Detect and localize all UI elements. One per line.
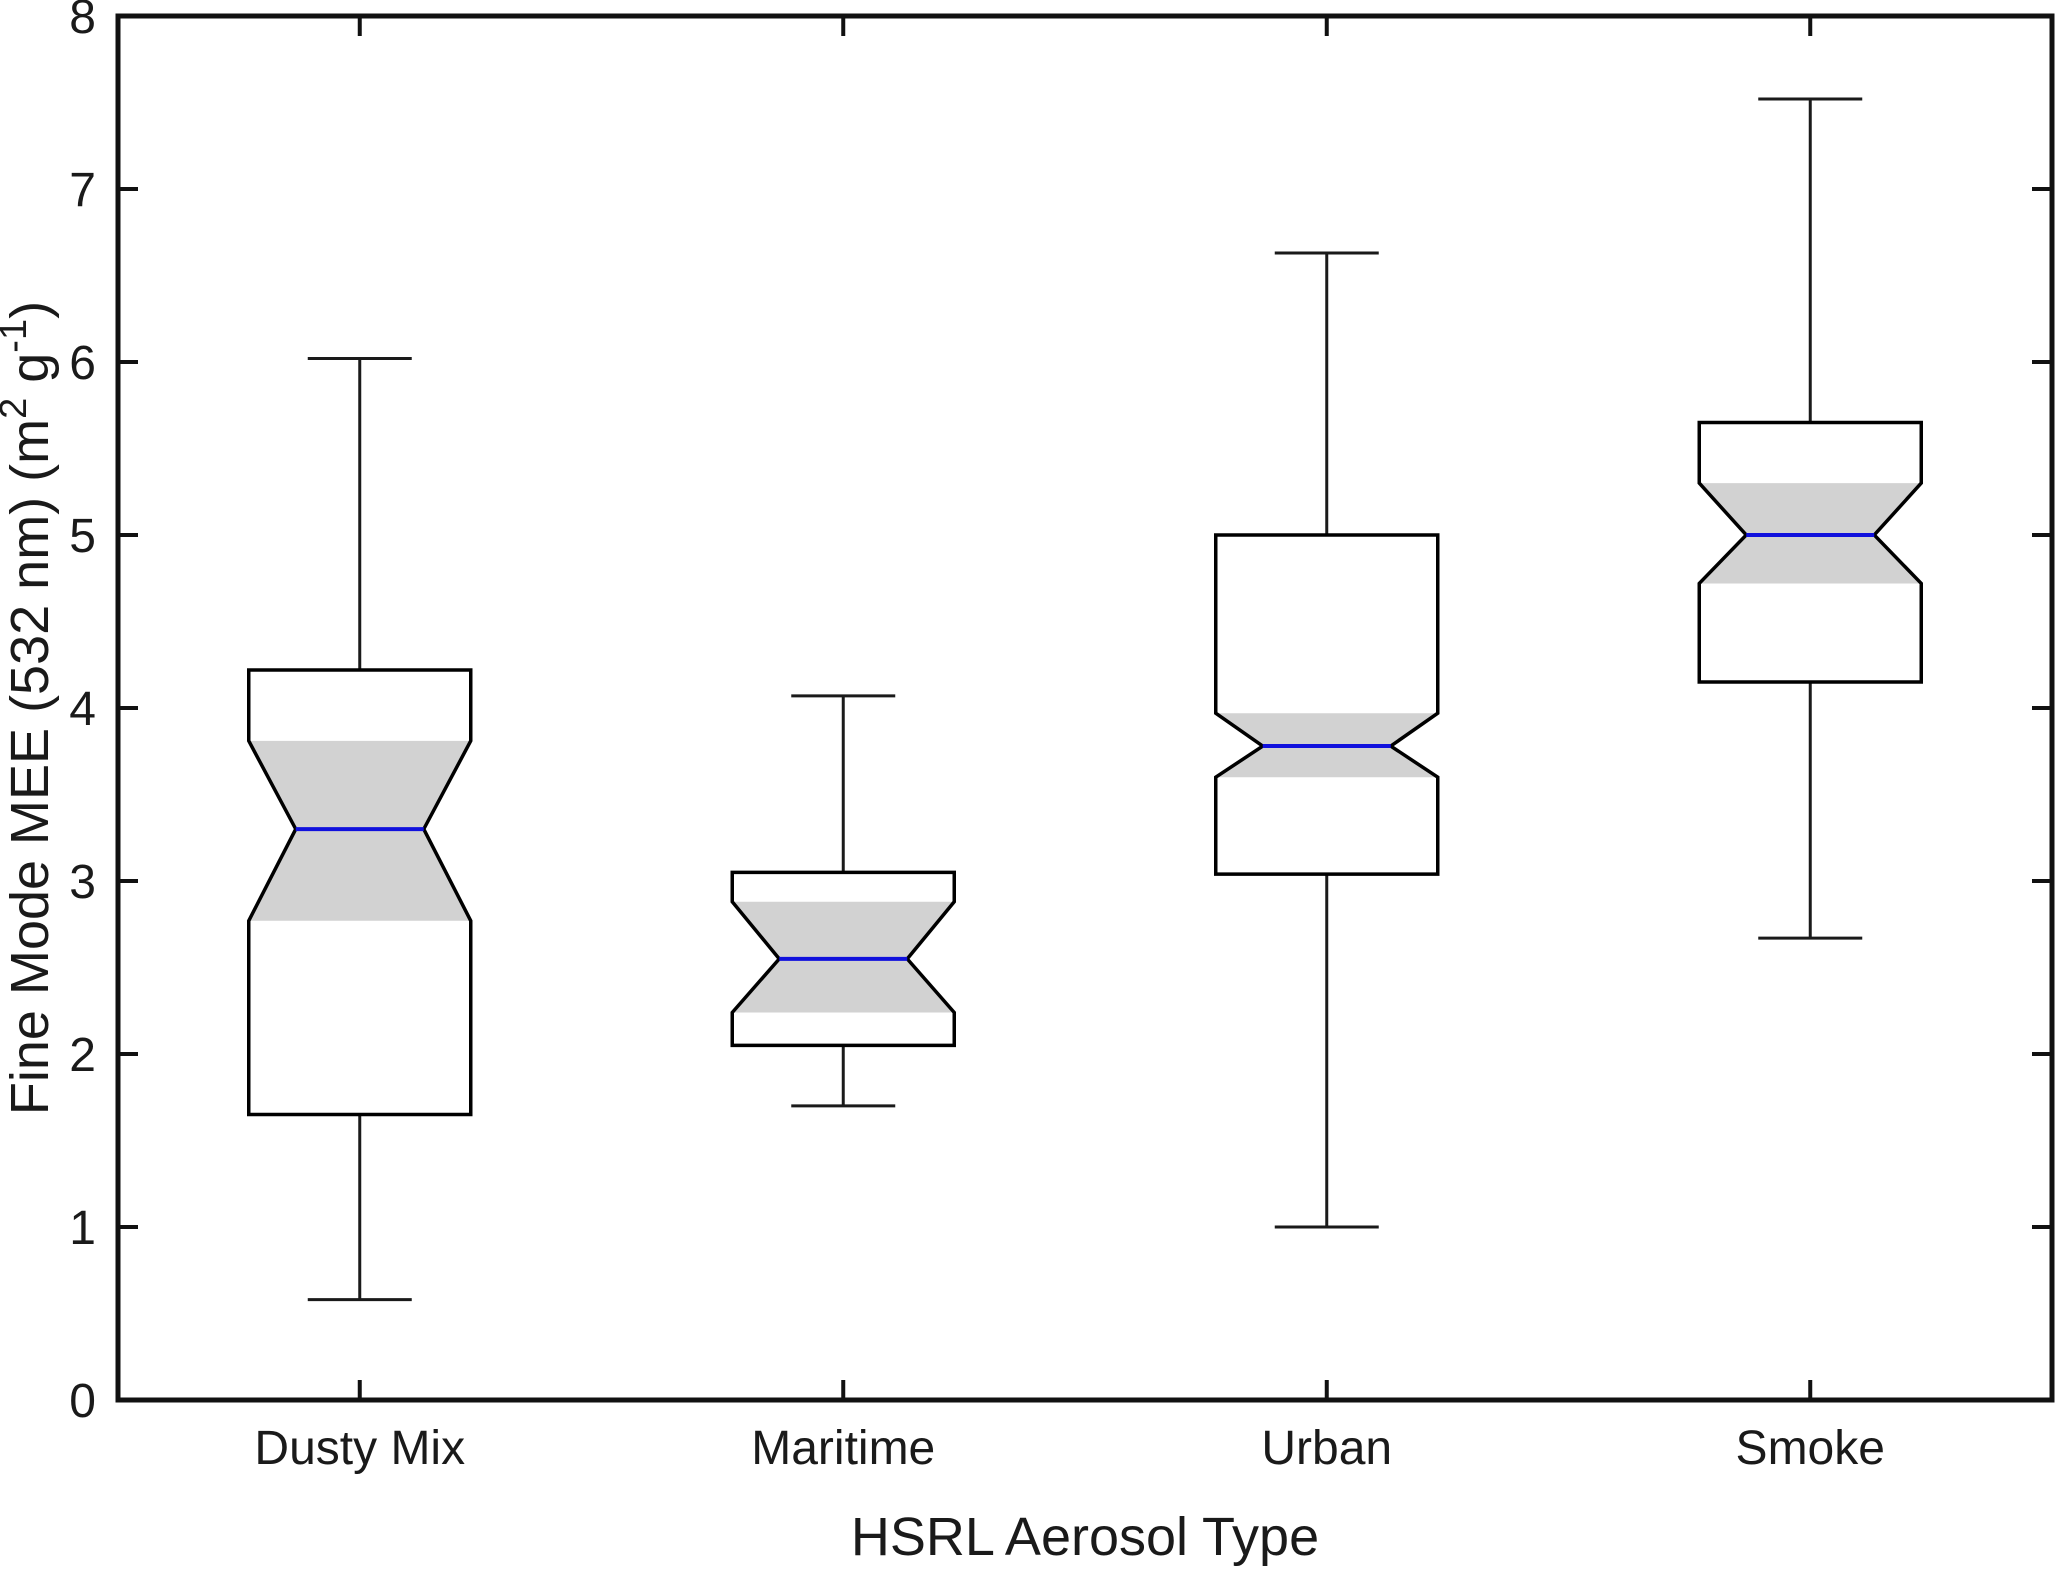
y-tick-label: 5: [69, 510, 96, 563]
y-axis-label-segment: Fine Mode MEE (532 nm) (m: [0, 419, 60, 1115]
x-tick-label-smoke: Smoke: [1736, 1422, 1885, 1475]
box-group-dusty-mix: [247, 357, 473, 1302]
y-tick-label: 3: [69, 856, 96, 909]
box-group-smoke: [1697, 97, 1923, 940]
box-body: [1215, 535, 1438, 875]
x-axis-label: HSRL Aerosol Type: [851, 1507, 1319, 1567]
box-outline: [1214, 533, 1440, 876]
box-outline: [247, 668, 473, 1117]
y-tick-label: 4: [69, 683, 96, 736]
x-tick-label-maritime: Maritime: [751, 1422, 935, 1475]
axes-ticks: 0 1 2 3 4 5 6 7 8 Dusty Mix Maritime Urban Smoke: [69, 0, 2052, 1475]
y-tick-label: 0: [69, 1375, 96, 1428]
box-outline: [730, 870, 956, 1048]
y-axis-label-segment: ): [0, 301, 60, 319]
x-tick-label-dusty-mix: Dusty Mix: [254, 1422, 465, 1475]
x-tick-label-urban: Urban: [1261, 1422, 1392, 1475]
y-axis-label-superscript: -1: [0, 319, 35, 353]
y-axis-label-superscript: 2: [0, 398, 35, 419]
y-axis-label-segment: g: [0, 353, 60, 398]
box-group-urban: [1214, 251, 1440, 1229]
box-outline: [1697, 420, 1923, 684]
y-tick-label: 7: [69, 164, 96, 217]
y-tick-label: 6: [69, 337, 96, 390]
y-tick-label: 2: [69, 1029, 96, 1082]
y-tick-label: 8: [69, 0, 96, 44]
y-axis-label: Fine Mode MEE (532 nm) (m2 g-1): [0, 301, 60, 1115]
y-tick-label: 1: [69, 1202, 96, 1255]
box-group-maritime: [730, 694, 956, 1108]
